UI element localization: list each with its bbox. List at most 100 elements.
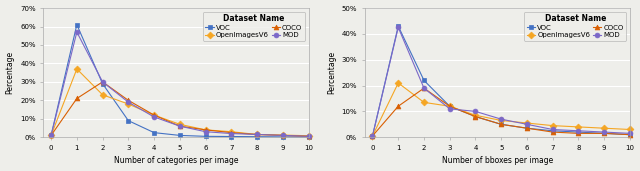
X-axis label: Number of bboxes per image: Number of bboxes per image — [442, 156, 553, 166]
VOC — [626, 134, 634, 136]
MOD — [575, 130, 582, 132]
OpenImagesV6 — [253, 133, 261, 135]
OpenImagesV6 — [472, 114, 479, 116]
COCO — [446, 105, 454, 107]
COCO — [575, 132, 582, 134]
OpenImagesV6 — [73, 68, 81, 70]
OpenImagesV6 — [626, 128, 634, 130]
COCO — [549, 131, 557, 133]
COCO — [600, 132, 608, 134]
OpenImagesV6 — [446, 105, 454, 107]
MOD — [305, 135, 312, 137]
MOD — [47, 134, 55, 136]
VOC — [420, 79, 428, 81]
Line: VOC: VOC — [49, 22, 311, 140]
Line: COCO: COCO — [370, 86, 632, 138]
OpenImagesV6 — [369, 135, 376, 137]
MOD — [497, 118, 505, 120]
MOD — [394, 26, 402, 28]
MOD — [73, 31, 81, 33]
VOC — [150, 132, 158, 134]
VOC — [202, 135, 209, 137]
X-axis label: Number of categories per image: Number of categories per image — [114, 156, 238, 166]
VOC — [253, 136, 261, 138]
MOD — [150, 116, 158, 118]
VOC — [47, 134, 55, 136]
VOC — [446, 105, 454, 107]
OpenImagesV6 — [227, 131, 235, 133]
OpenImagesV6 — [305, 135, 312, 137]
Line: OpenImagesV6: OpenImagesV6 — [370, 81, 632, 138]
MOD — [472, 110, 479, 113]
OpenImagesV6 — [47, 134, 55, 136]
COCO — [420, 87, 428, 89]
COCO — [176, 125, 184, 127]
OpenImagesV6 — [279, 134, 287, 136]
Legend: VOC, OpenImagesV6, COCO, MOD: VOC, OpenImagesV6, COCO, MOD — [524, 11, 627, 41]
MOD — [176, 125, 184, 127]
MOD — [446, 108, 454, 110]
VOC — [176, 134, 184, 136]
VOC — [279, 136, 287, 138]
OpenImagesV6 — [394, 82, 402, 84]
Y-axis label: Percentage: Percentage — [6, 51, 15, 94]
VOC — [227, 135, 235, 137]
OpenImagesV6 — [600, 127, 608, 129]
COCO — [253, 133, 261, 135]
COCO — [202, 129, 209, 131]
VOC — [497, 123, 505, 125]
COCO — [47, 134, 55, 136]
COCO — [497, 123, 505, 125]
Line: MOD: MOD — [49, 30, 311, 139]
MOD — [626, 132, 634, 134]
MOD — [279, 134, 287, 136]
OpenImagesV6 — [523, 122, 531, 124]
OpenImagesV6 — [549, 125, 557, 127]
OpenImagesV6 — [176, 123, 184, 125]
COCO — [150, 114, 158, 116]
VOC — [394, 25, 402, 27]
Line: OpenImagesV6: OpenImagesV6 — [49, 67, 311, 138]
VOC — [99, 83, 106, 85]
COCO — [523, 127, 531, 129]
MOD — [549, 128, 557, 130]
OpenImagesV6 — [150, 114, 158, 116]
Legend: VOC, OpenImagesV6, COCO, MOD: VOC, OpenImagesV6, COCO, MOD — [203, 11, 305, 41]
MOD — [420, 87, 428, 89]
MOD — [99, 81, 106, 83]
VOC — [600, 132, 608, 134]
OpenImagesV6 — [99, 94, 106, 96]
COCO — [99, 81, 106, 83]
OpenImagesV6 — [125, 103, 132, 105]
VOC — [125, 120, 132, 122]
MOD — [600, 131, 608, 133]
COCO — [369, 135, 376, 137]
MOD — [253, 133, 261, 135]
COCO — [305, 135, 312, 137]
OpenImagesV6 — [420, 101, 428, 103]
VOC — [523, 127, 531, 129]
Line: VOC: VOC — [370, 24, 632, 138]
COCO — [394, 105, 402, 107]
MOD — [523, 123, 531, 125]
MOD — [369, 135, 376, 137]
VOC — [369, 135, 376, 137]
VOC — [575, 131, 582, 133]
OpenImagesV6 — [202, 129, 209, 131]
VOC — [73, 24, 81, 26]
OpenImagesV6 — [497, 119, 505, 121]
COCO — [626, 134, 634, 136]
MOD — [125, 101, 132, 103]
VOC — [472, 116, 479, 118]
COCO — [125, 99, 132, 101]
OpenImagesV6 — [575, 126, 582, 128]
COCO — [472, 116, 479, 118]
Y-axis label: Percentage: Percentage — [327, 51, 336, 94]
COCO — [73, 97, 81, 100]
VOC — [305, 136, 312, 138]
VOC — [549, 130, 557, 132]
Line: MOD: MOD — [370, 25, 632, 138]
Line: COCO: COCO — [49, 80, 311, 139]
COCO — [227, 132, 235, 134]
MOD — [227, 133, 235, 135]
